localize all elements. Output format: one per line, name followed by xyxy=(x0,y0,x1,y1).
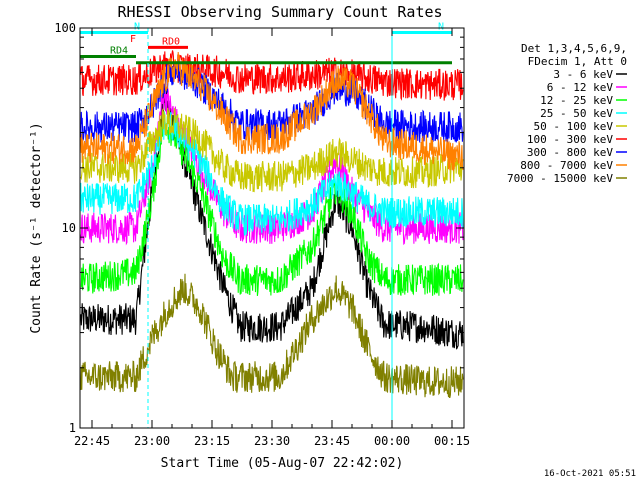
series-layer xyxy=(80,50,464,398)
legend-label-6: 100 - 300 keV xyxy=(527,133,613,146)
annotation-label-2: N xyxy=(438,21,444,32)
x-tick-label-1: 22:45 xyxy=(74,434,110,448)
x-tick-label-6: 00:00 xyxy=(374,434,410,448)
annotation-label-4: RD0 xyxy=(162,36,180,47)
axis-layer: 22:45 23:00 23:15 23:30 23:45 00:00 00:15 1 10 10… xyxy=(54,21,470,448)
series-line-6 xyxy=(80,50,464,101)
legend-label-2: 6 - 12 keV xyxy=(547,81,614,94)
annotation-label-1: N xyxy=(134,21,140,32)
series-line-9 xyxy=(80,273,464,398)
y-tick-label-2: 10 xyxy=(62,221,76,235)
series-line-5 xyxy=(80,107,464,193)
series-line-3 xyxy=(80,112,464,296)
x-tick-label-4: 23:30 xyxy=(254,434,290,448)
y-axis-label: Count Rate (s⁻¹ detector⁻¹) xyxy=(29,122,44,333)
legend-label-3: 12 - 25 keV xyxy=(540,94,613,107)
chart-title: RHESSI Observing Summary Count Rates xyxy=(117,3,442,21)
y-tick-label-1: 1 xyxy=(69,421,76,435)
legend-label-8: 800 - 7000 keV xyxy=(520,159,613,172)
x-tick-label-7: 00:15 xyxy=(434,434,470,448)
legend-label-4: 25 - 50 keV xyxy=(540,107,613,120)
legend-label-7: 300 - 800 keV xyxy=(527,146,613,159)
footer-timestamp: 16-Oct-2021 05:51 xyxy=(544,469,636,479)
legend-title-line-1: Det 1,3,4,5,6,9, xyxy=(521,42,627,55)
series-line-8 xyxy=(80,51,464,172)
x-tick-label-2: 23:00 xyxy=(134,434,170,448)
legend-label-1: 3 - 6 keV xyxy=(553,68,613,81)
x-axis-label: Start Time (05-Aug-07 22:42:02) xyxy=(161,456,404,471)
series-line-1 xyxy=(80,84,464,350)
legend-label-9: 7000 - 15000 keV xyxy=(507,172,613,185)
legend-label-5: 50 - 100 keV xyxy=(534,120,614,133)
series-line-2 xyxy=(80,83,464,246)
x-tick-label-3: 23:15 xyxy=(194,434,230,448)
annotation-label-5: RD4 xyxy=(110,46,128,57)
annotation-label-3: F xyxy=(130,34,136,45)
series-line-4 xyxy=(80,111,464,236)
legend-title-line-2: FDecim 1, Att 0 xyxy=(528,55,627,68)
y-tick-label-3: 100 xyxy=(54,21,76,35)
x-tick-label-5: 23:45 xyxy=(314,434,350,448)
legend: Det 1,3,4,5,6,9,FDecim 1, Att 03 - 6 keV… xyxy=(507,42,627,185)
